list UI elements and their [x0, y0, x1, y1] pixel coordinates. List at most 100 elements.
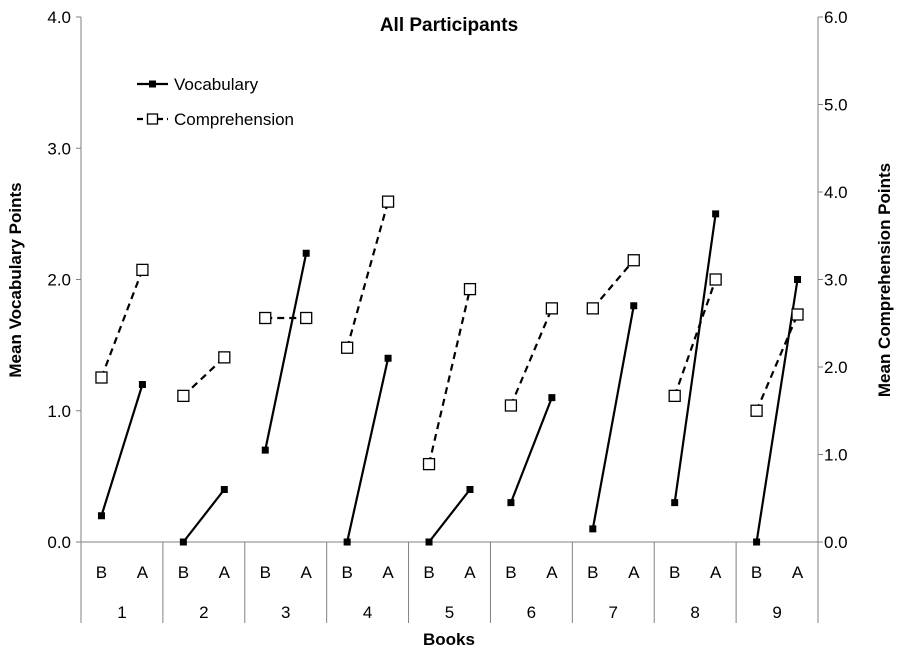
y-left-tick-label: 1.0	[47, 402, 71, 421]
book-tick-label: 5	[445, 603, 454, 622]
vocabulary-point	[548, 394, 556, 402]
vocabulary-point	[220, 486, 228, 493]
y-left-tick-label: 2.0	[47, 271, 71, 290]
vocabulary-segment	[428, 488, 471, 543]
vocabulary-point	[425, 538, 433, 546]
y-right-tick-label: 5.0	[824, 96, 848, 115]
condition-tick-label: A	[219, 563, 231, 582]
vocabulary-point	[753, 538, 761, 546]
condition-tick-label: A	[710, 563, 722, 582]
y-right-tick-label: 2.0	[824, 358, 848, 377]
comprehension-point	[791, 308, 804, 321]
book-tick-label: 1	[117, 603, 126, 622]
comprehension-point	[95, 371, 108, 384]
comprehension-point	[177, 389, 190, 403]
vocabulary-point	[97, 512, 105, 520]
condition-tick-label: B	[751, 563, 762, 582]
comprehension-point	[300, 311, 313, 325]
condition-tick-label: B	[178, 563, 189, 582]
comprehension-segment	[427, 288, 472, 465]
vocabulary-segment	[673, 213, 717, 503]
condition-tick-label: A	[546, 563, 558, 582]
condition-tick-label: B	[341, 563, 352, 582]
vocabulary-point	[302, 249, 310, 257]
vocabulary-point	[794, 276, 802, 283]
condition-tick-label: A	[137, 563, 149, 582]
condition-tick-label: A	[301, 563, 313, 582]
legend-comprehension-label: Comprehension	[174, 110, 294, 129]
book-tick-label: 9	[772, 603, 781, 622]
vocabulary-point	[466, 486, 474, 493]
condition-tick-label: B	[505, 563, 516, 582]
comprehension-segment	[100, 269, 144, 378]
chart-title: All Participants	[380, 15, 518, 36]
comprehension-segment	[182, 356, 226, 397]
comprehension-segment	[673, 279, 717, 397]
vocabulary-point	[138, 381, 146, 388]
condition-tick-label: B	[669, 563, 680, 582]
condition-tick-label: A	[792, 563, 804, 582]
y-right-tick-label: 4.0	[824, 183, 848, 202]
x-axis-title: Books	[423, 630, 475, 649]
vocabulary-point	[630, 302, 638, 310]
comprehension-segment	[346, 201, 390, 349]
book-tick-label: 7	[609, 603, 618, 622]
book-tick-label: 8	[690, 603, 699, 622]
comprehension-point	[259, 311, 272, 325]
comprehension-point	[422, 457, 436, 471]
vocabulary-segment	[100, 384, 144, 517]
series-layer	[95, 195, 804, 546]
vocabulary-segment	[264, 253, 308, 451]
book-tick-label: 4	[363, 603, 372, 622]
legend-comprehension-marker	[146, 113, 159, 125]
y-right-tick-label: 6.0	[824, 8, 848, 27]
condition-tick-label: A	[464, 563, 476, 582]
y-axis-left-title: Mean Vocabulary Points	[6, 182, 25, 377]
comprehension-point	[545, 302, 559, 315]
y-right-tick-label: 0.0	[824, 533, 848, 552]
vocabulary-point	[343, 538, 351, 546]
legend-vocabulary-marker	[149, 80, 156, 88]
comprehension-point	[668, 389, 681, 403]
vocabulary-segment	[591, 305, 635, 530]
book-tick-label: 6	[527, 603, 536, 622]
vocabulary-point	[384, 354, 392, 362]
vocabulary-segment	[346, 358, 390, 543]
axes: 0.0 1.0 2.0 3.0 4.0 0.0 1.0 2.0 3.0 4.0 5.0 6.0 B A 1 B…	[47, 8, 848, 623]
condition-tick-label: B	[96, 563, 107, 582]
comprehension-point	[750, 404, 763, 417]
vocabulary-segment	[182, 488, 226, 543]
y-right-tick-label: 3.0	[824, 271, 848, 290]
y-axis-right-title: Mean Comprehension Points	[875, 163, 894, 397]
book-tick-label: 3	[281, 603, 290, 622]
y-left-tick-label: 3.0	[47, 139, 71, 158]
vocabulary-point	[261, 446, 269, 454]
y-left-tick-label: 0.0	[47, 533, 71, 552]
vocabulary-point	[589, 525, 597, 533]
comprehension-point	[463, 282, 477, 296]
vocabulary-segment	[509, 397, 553, 504]
comprehension-point	[218, 351, 231, 364]
condition-tick-label: A	[628, 563, 640, 582]
vocabulary-point	[671, 499, 679, 507]
comprehension-point	[340, 341, 354, 354]
comprehension-point	[586, 302, 599, 315]
comprehension-point	[381, 195, 395, 208]
vocabulary-segment	[755, 279, 799, 543]
comprehension-point	[504, 399, 518, 412]
comprehension-point	[709, 273, 722, 286]
vocabulary-point	[507, 499, 515, 507]
comprehension-point	[136, 263, 149, 277]
y-right-tick-label: 1.0	[824, 446, 848, 465]
legend: Vocabulary Comprehension	[137, 75, 294, 129]
book-tick-label: 2	[199, 603, 208, 622]
condition-tick-label: A	[382, 563, 394, 582]
vocabulary-point	[179, 538, 187, 546]
vocabulary-point	[712, 210, 720, 218]
condition-tick-label: B	[260, 563, 271, 582]
comprehension-point	[627, 254, 640, 267]
comprehension-segment	[591, 259, 635, 310]
comprehension-segment	[755, 314, 799, 412]
condition-tick-label: B	[423, 563, 434, 582]
